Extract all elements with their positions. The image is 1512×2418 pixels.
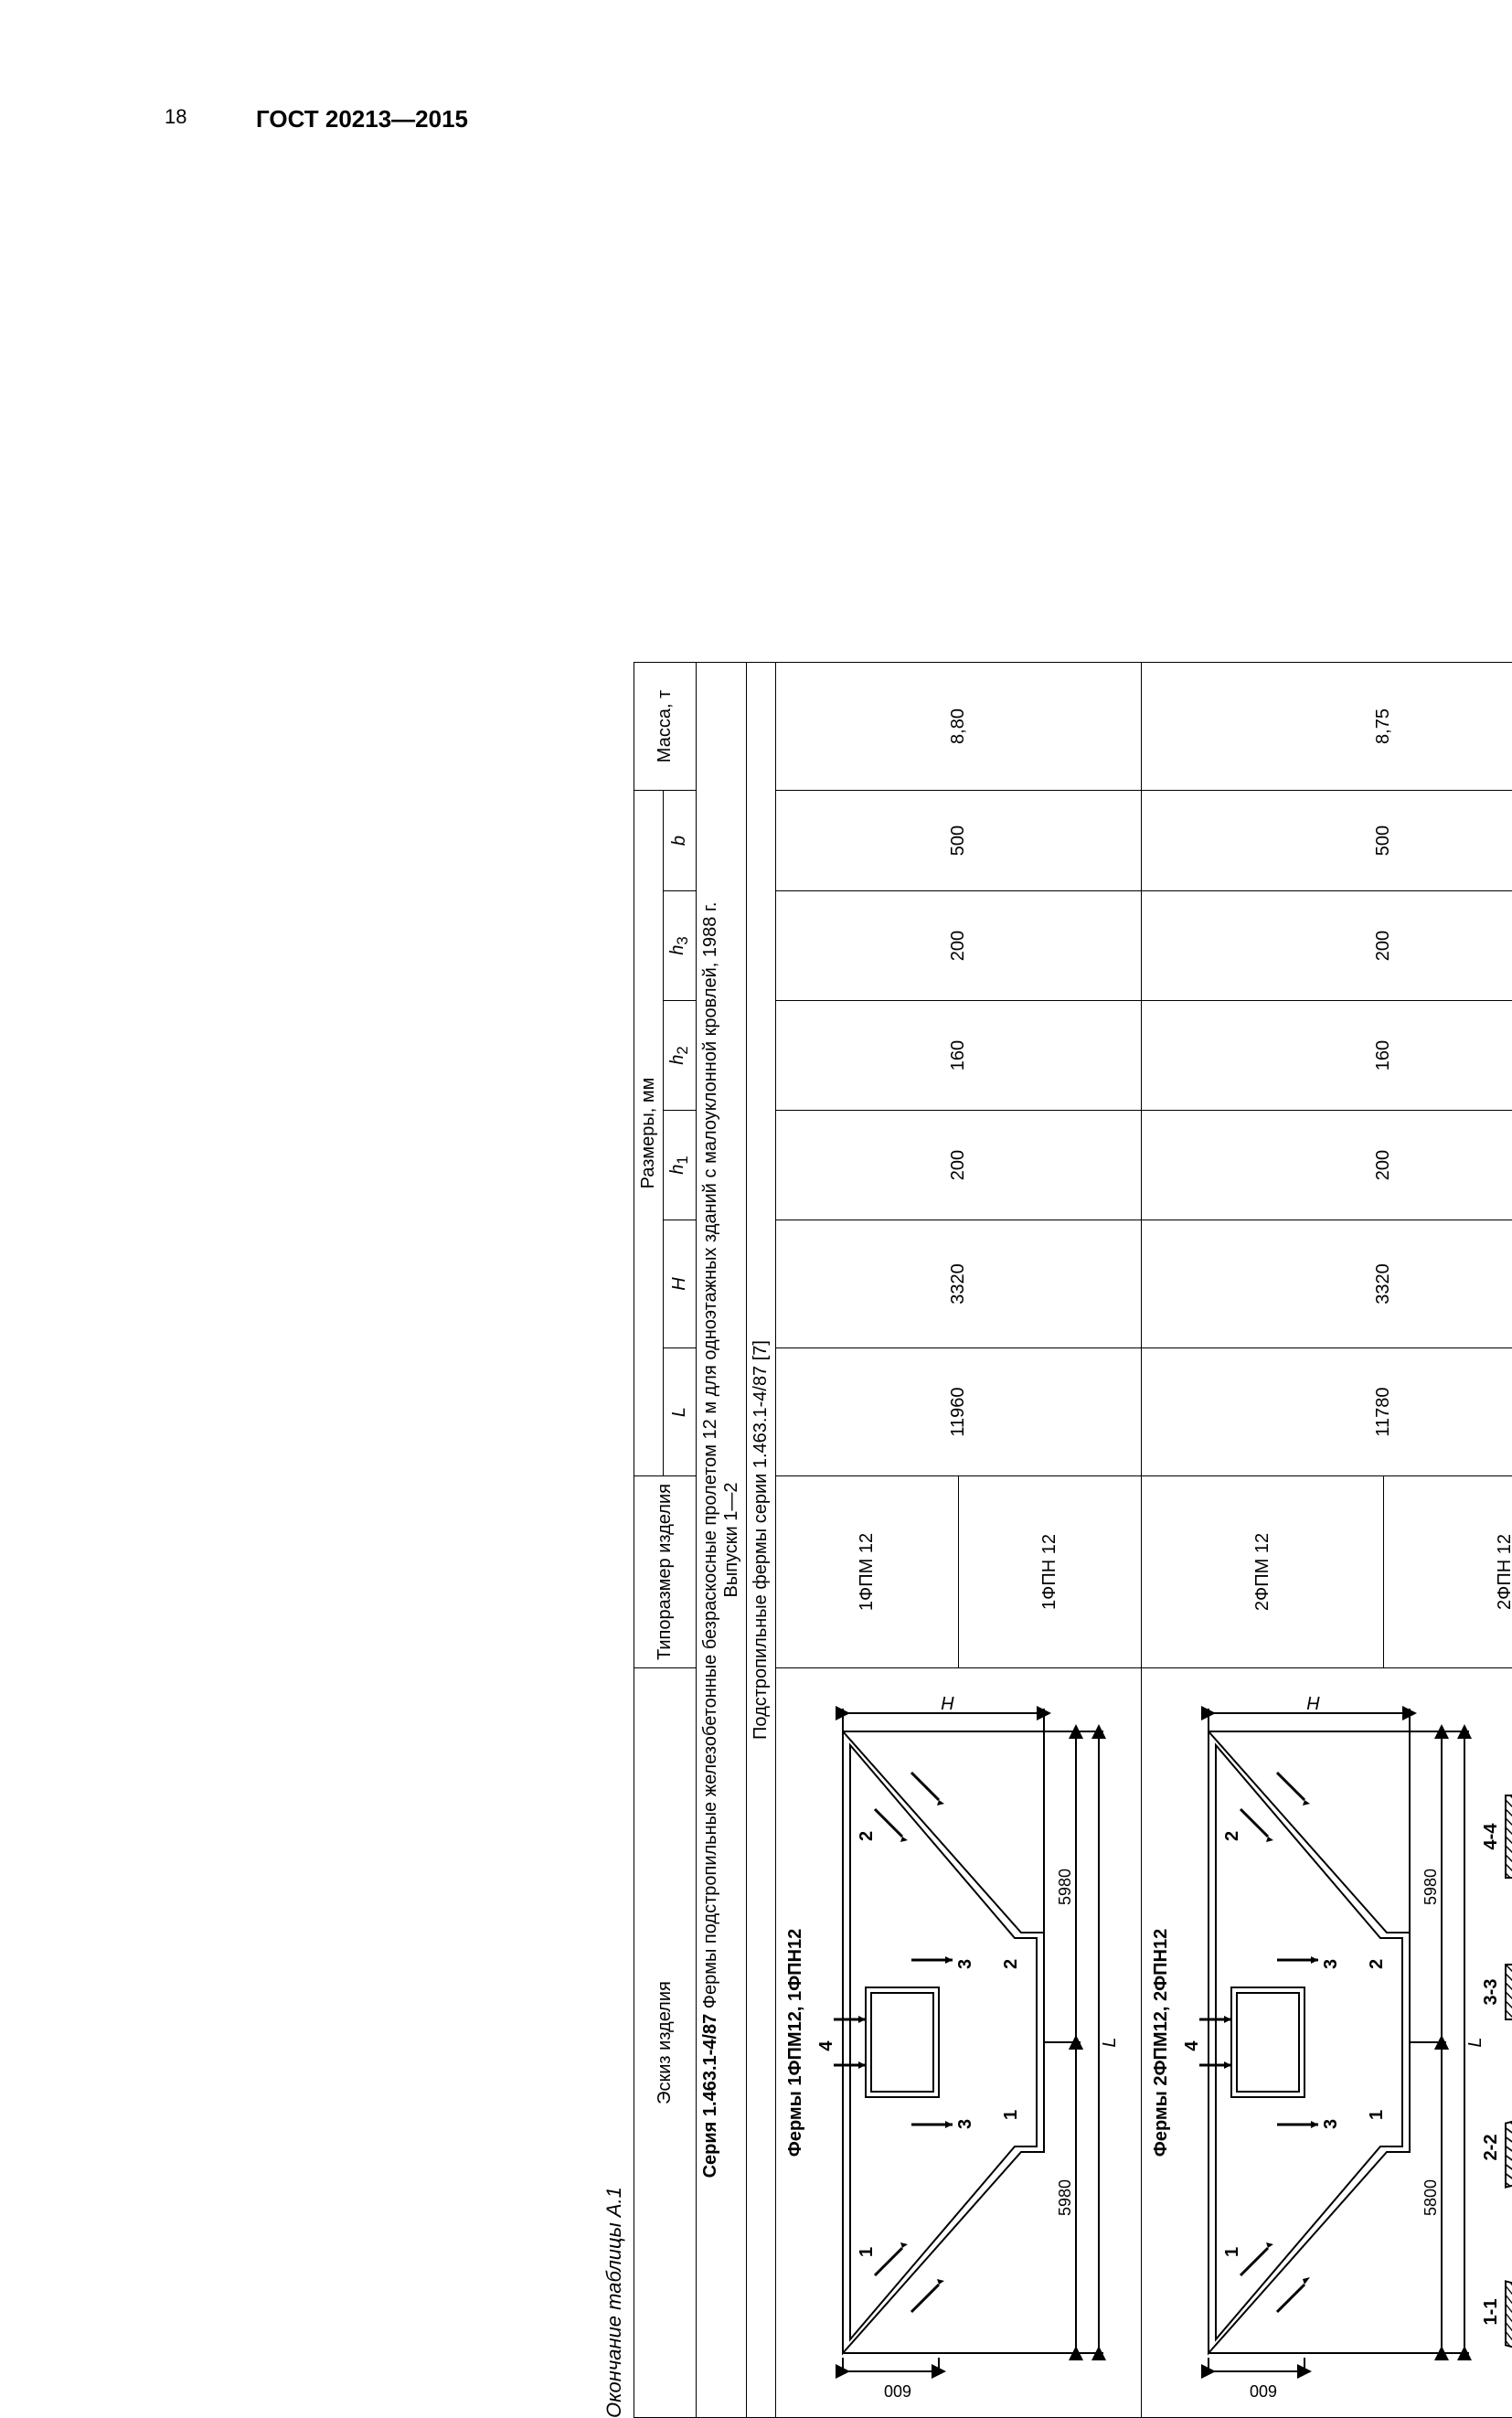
svg-text:5980: 5980 bbox=[1056, 2179, 1074, 2216]
svg-text:3: 3 bbox=[955, 1959, 975, 1969]
svg-text:600: 600 bbox=[1250, 2381, 1277, 2400]
svg-text:1: 1 bbox=[1222, 2247, 1242, 2257]
svg-text:3: 3 bbox=[1321, 2119, 1341, 2129]
svg-text:4-4: 4-4 bbox=[1481, 1823, 1501, 1850]
svg-text:5800: 5800 bbox=[1421, 2179, 1440, 2216]
svg-text:2: 2 bbox=[857, 1831, 877, 1841]
h1-1: 200 bbox=[776, 1111, 1142, 1220]
sketch-title-1: Фермы 1ФПМ12, 1ФПН12 bbox=[785, 1678, 806, 2408]
sketch-title-2: Фермы 2ФПМ12, 2ФПН12 bbox=[1151, 1678, 1172, 2408]
svg-text:H: H bbox=[941, 1692, 954, 1712]
h2-2: 160 bbox=[1142, 1001, 1512, 1111]
b-2: 500 bbox=[1142, 790, 1512, 890]
col-L: L bbox=[664, 1348, 697, 1476]
b-1: 500 bbox=[776, 790, 1142, 890]
svg-text:5980: 5980 bbox=[1421, 1869, 1440, 1905]
standard-header: ГОСТ 20213—2015 bbox=[256, 105, 468, 133]
sketch-cell-2: Фермы 2ФПМ12, 2ФПН12 bbox=[1142, 1668, 1512, 2418]
h1-2: 200 bbox=[1142, 1111, 1512, 1220]
svg-text:H: H bbox=[1306, 1692, 1320, 1712]
svg-text:1: 1 bbox=[857, 2247, 877, 2257]
h3-1: 200 bbox=[776, 891, 1142, 1001]
svg-text:5980: 5980 bbox=[1056, 1869, 1074, 1905]
col-H: H bbox=[664, 1220, 697, 1348]
svg-text:1-1: 1-1 bbox=[1481, 2299, 1501, 2326]
svg-text:L: L bbox=[1465, 2037, 1485, 2047]
H-1: 3320 bbox=[776, 1220, 1142, 1348]
svg-text:4: 4 bbox=[816, 2040, 836, 2051]
item-name-1: 1ФПМ 12 bbox=[776, 1476, 959, 1668]
series-row: Серия 1.463.1-4/87 Фермы подстропильные … bbox=[697, 662, 747, 2417]
col-dimensions: Размеры, мм bbox=[634, 790, 664, 1475]
page: 18 ГОСТ 20213—2015 Окончание таблицы А.1… bbox=[0, 0, 1512, 2138]
item-name-2: 1ФПН 12 bbox=[959, 1476, 1142, 1668]
svg-text:3: 3 bbox=[1321, 1959, 1341, 1969]
col-b: b bbox=[664, 790, 697, 890]
sketch-cell-1: Фермы 1ФПМ12, 1ФПН12 bbox=[776, 1668, 1142, 2418]
truss-diagram-2: 600 H 5800 5980 L 1 2 3 3 4 bbox=[1172, 1677, 1512, 2408]
svg-text:4: 4 bbox=[1182, 2040, 1202, 2051]
svg-text:600: 600 bbox=[884, 2381, 911, 2400]
svg-text:2: 2 bbox=[1367, 1959, 1387, 1969]
col-mass: Масса, т bbox=[634, 662, 697, 790]
rotated-content: Окончание таблицы А.1 Эскиз изделия Типо… bbox=[602, 663, 1512, 2418]
item-name-3: 2ФПМ 12 bbox=[1142, 1476, 1384, 1668]
table-caption: Окончание таблицы А.1 bbox=[602, 663, 626, 2418]
mass-1: 8,80 bbox=[776, 662, 1142, 790]
svg-text:3-3: 3-3 bbox=[1481, 1979, 1501, 2006]
truss-diagram-1: 600 H 5980 5980 L 1 2 3 3 4 bbox=[806, 1677, 1117, 2408]
svg-text:3: 3 bbox=[955, 2119, 975, 2129]
svg-text:1: 1 bbox=[1367, 2110, 1387, 2120]
col-h1: h1 bbox=[664, 1111, 697, 1220]
col-sketch: Эскиз изделия bbox=[634, 1668, 697, 2418]
h3-2: 200 bbox=[1142, 891, 1512, 1001]
h2-1: 160 bbox=[776, 1001, 1142, 1111]
svg-text:1: 1 bbox=[1001, 2110, 1021, 2120]
subtitle-row: Подстропильные фермы серии 1.463.1-4/87 … bbox=[747, 662, 776, 2417]
col-h3: h3 bbox=[664, 891, 697, 1001]
svg-text:L: L bbox=[1100, 2037, 1117, 2047]
mass-2: 8,75 bbox=[1142, 662, 1512, 790]
col-typesize: Типоразмер изделия bbox=[634, 1476, 697, 1668]
svg-text:2: 2 bbox=[1222, 1831, 1242, 1841]
page-number: 18 bbox=[165, 105, 186, 129]
col-h2: h2 bbox=[664, 1001, 697, 1111]
svg-text:2: 2 bbox=[1001, 1959, 1021, 1969]
L-2: 11780 bbox=[1142, 1348, 1512, 1476]
item-name-4: 2ФПН 12 bbox=[1384, 1476, 1512, 1668]
main-table: Эскиз изделия Типоразмер изделия Размеры… bbox=[634, 662, 1512, 2418]
H-2: 3320 bbox=[1142, 1220, 1512, 1348]
L-1: 11960 bbox=[776, 1348, 1142, 1476]
